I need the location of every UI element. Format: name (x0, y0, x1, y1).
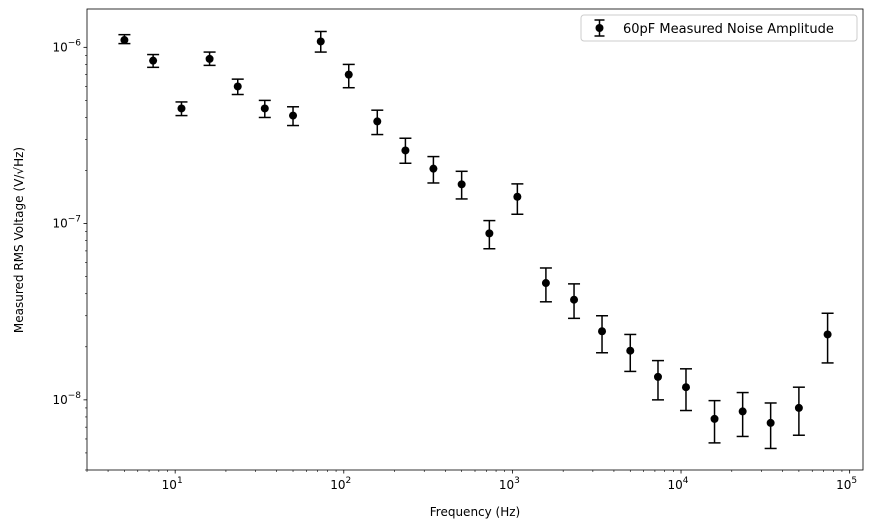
data-point (344, 70, 353, 79)
legend-marker (594, 19, 605, 37)
legend-entry: 60pF Measured Noise Amplitude (623, 22, 834, 37)
svg-text:Measured RMS Voltage(V/√Hz): Measured RMS Voltage (V/√Hz) (12, 147, 26, 333)
data-point (710, 414, 719, 423)
data-point (681, 383, 690, 392)
data-point (823, 330, 832, 339)
data-point (233, 82, 242, 91)
legend-box (580, 14, 858, 42)
data-point (120, 36, 129, 45)
data-point (457, 180, 466, 189)
legend: 60pF Measured Noise Amplitude (580, 14, 858, 42)
data-points (120, 36, 832, 427)
data-point (570, 295, 579, 304)
data-point (401, 146, 410, 155)
data-point (205, 54, 214, 63)
x-tick-label: 102 (330, 476, 351, 492)
plot-background (87, 9, 863, 470)
y-axis-label-unit: (V/√Hz) (12, 147, 26, 192)
data-point (541, 279, 550, 288)
y-tick-label: 10−8 (52, 391, 81, 407)
data-point (513, 192, 522, 201)
x-tick-label: 103 (499, 476, 520, 492)
x-tick-label: 104 (668, 476, 689, 492)
y-axis-label: Measured RMS Voltage (V/√Hz) (12, 147, 26, 333)
data-point (373, 117, 382, 126)
y-tick-label: 10−6 (52, 38, 81, 54)
data-point (289, 111, 298, 120)
data-point (766, 418, 775, 427)
data-point (429, 164, 438, 173)
data-point (485, 229, 494, 238)
y-tick-label: 10−7 (52, 215, 81, 231)
data-point (653, 372, 662, 381)
x-tick-label: 101 (162, 476, 183, 492)
x-axis-label: Frequency (Hz) (430, 505, 521, 519)
y-axis-label-text: Measured RMS Voltage (12, 196, 26, 334)
data-point (626, 346, 635, 355)
plot-frame (86, 8, 864, 471)
data-point (794, 403, 803, 412)
y-axis-ticks: 10−8 10−7 10−6 (52, 38, 87, 471)
x-tick-label: 105 (836, 476, 857, 492)
data-point (177, 104, 186, 113)
data-point (316, 37, 325, 46)
x-axis-ticks: 101 102 103 104 105 (86, 470, 857, 492)
data-point (598, 327, 607, 336)
data-point (149, 56, 158, 65)
data-point (738, 407, 747, 416)
data-point (260, 104, 269, 113)
